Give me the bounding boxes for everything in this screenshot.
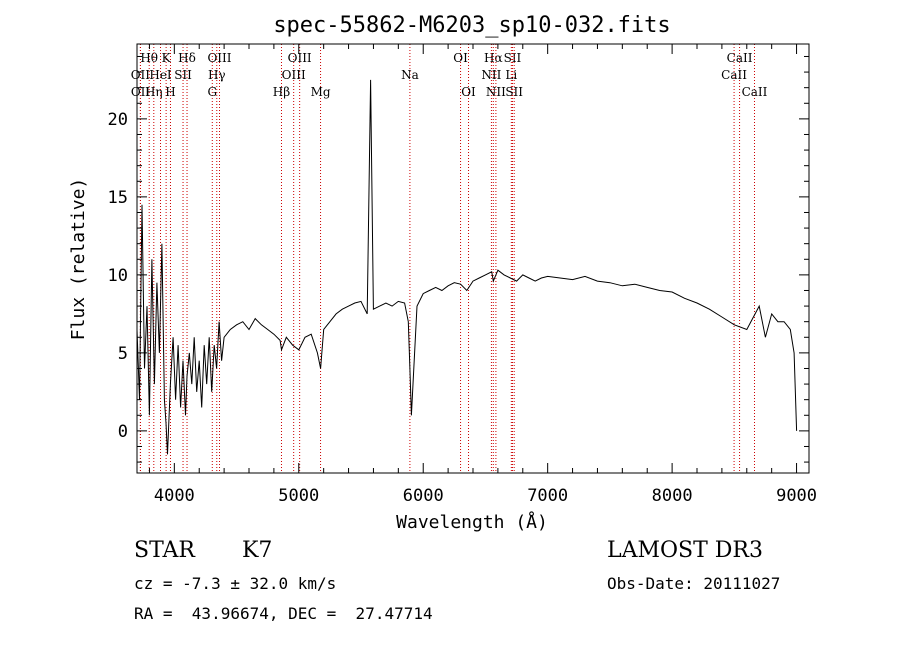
object-subclass: K7 xyxy=(242,538,273,563)
axis-tick-labels: 4000 5000 6000 7000 8000 9000 0 5 10 15 20 xyxy=(108,110,818,506)
line-marker-label: OIII xyxy=(288,51,312,65)
y-tick-label: 5 xyxy=(118,344,128,364)
line-marker-label: Mg xyxy=(311,85,331,99)
line-marker-label: HeI xyxy=(149,68,172,82)
y-tick-label: 0 xyxy=(118,422,128,442)
line-marker-label: NII xyxy=(486,85,506,99)
axis-ticks xyxy=(137,44,809,473)
x-tick-label: 7000 xyxy=(527,486,568,506)
line-marker-label: Hθ xyxy=(140,51,158,65)
line-marker-label: SII xyxy=(505,85,523,99)
object-class: STAR xyxy=(134,538,195,563)
observation-date: Obs-Date: 20111027 xyxy=(607,574,781,593)
coordinates-line: RA = 43.96674, DEC = 27.47714 xyxy=(134,604,433,623)
chart-title: spec-55862-M6203_sp10-032.fits xyxy=(273,13,670,38)
line-marker-label: CaII xyxy=(721,68,747,82)
y-tick-label: 15 xyxy=(108,188,128,208)
line-marker-label: G xyxy=(207,85,217,99)
line-marker-label: Hη xyxy=(145,85,163,99)
y-axis-label: Flux (relative) xyxy=(68,178,89,341)
flux-series-line xyxy=(136,79,798,455)
line-marker-label: OI xyxy=(461,85,476,99)
x-tick-label: 8000 xyxy=(652,486,693,506)
x-tick-label: 5000 xyxy=(278,486,319,506)
x-axis-label: Wavelength (Å) xyxy=(396,511,548,533)
line-marker-label: OII xyxy=(131,85,151,99)
line-marker-label: Hγ xyxy=(208,68,226,82)
line-marker-label: K xyxy=(162,51,172,65)
line-marker-label: H xyxy=(165,85,175,99)
line-marker-label: SII xyxy=(174,68,192,82)
plot-frame xyxy=(136,43,810,474)
line-marker-label: CaII xyxy=(742,85,768,99)
line-marker-label: OIII xyxy=(207,51,231,65)
y-tick-label: 20 xyxy=(108,110,128,130)
y-tick-label: 10 xyxy=(108,266,128,286)
x-tick-label: 6000 xyxy=(403,486,444,506)
line-marker-label: CaII xyxy=(727,51,753,65)
line-marker-label: Na xyxy=(401,68,419,82)
redshift-line: cz = -7.3 ± 32.0 km/s xyxy=(134,574,337,593)
survey-name: LAMOST DR3 xyxy=(607,538,763,563)
line-marker-label: NII xyxy=(481,68,501,82)
line-marker-label: OIII xyxy=(282,68,306,82)
line-marker-label: OI xyxy=(453,51,468,65)
x-tick-label: 4000 xyxy=(154,486,195,506)
line-marker-label: Hδ xyxy=(178,51,196,65)
line-marker-label: Hα xyxy=(484,51,503,65)
line-marker-label: SII xyxy=(504,51,522,65)
x-tick-label: 9000 xyxy=(776,486,817,506)
line-marker-label: Hβ xyxy=(273,85,290,99)
line-marker-label: Li xyxy=(505,68,517,82)
